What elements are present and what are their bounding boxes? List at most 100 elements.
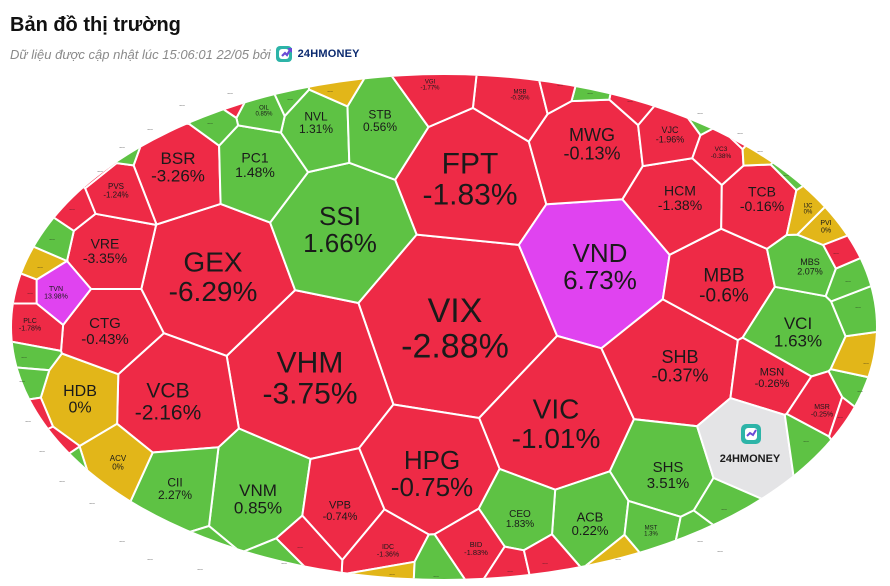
heatmap-cell-ellipsis: ... (39, 447, 45, 454)
brand-logo[interactable]: 24HMONEY (275, 44, 360, 64)
change-label: -1.83% (422, 179, 517, 212)
heatmap-cell-ellipsis: ... (147, 555, 153, 562)
change-label: 0% (68, 400, 91, 417)
change-label: 0.85% (255, 112, 273, 118)
heatmap-cell-ellipsis: ... (587, 89, 593, 96)
heatmap-cell-mst[interactable] (623, 499, 682, 585)
heatmap-cell-ellipsis: ... (281, 559, 287, 566)
heatmap-cell-ellipsis: ... (721, 505, 727, 512)
ticker-label: VJC (661, 125, 679, 135)
ticker-label: VNM (239, 481, 277, 500)
heatmap-cell-ijc[interactable] (785, 127, 890, 237)
ticker-label: MBB (703, 266, 744, 287)
ticker-label: SHB (661, 347, 698, 367)
heatmap-cell-minor[interactable] (91, 70, 173, 147)
heatmap-cell-ellipsis: ... (179, 101, 185, 108)
heatmap-cell-ellipsis: ... (69, 205, 75, 212)
ticker-label: VGI (425, 79, 436, 85)
heatmap-cell-minor[interactable] (7, 473, 132, 586)
change-label: -6.29% (169, 276, 258, 307)
ticker-label: CII (167, 476, 182, 490)
change-label: 1.83% (506, 519, 534, 530)
ticker-label: GEX (183, 247, 242, 278)
heatmap-cell-minor[interactable] (0, 264, 38, 305)
heatmap-cell-ellipsis: ... (327, 87, 333, 94)
heatmap-cell-minor[interactable] (0, 123, 97, 233)
ticker-label: STB (368, 108, 391, 122)
change-label: -0.35% (510, 96, 530, 102)
change-label: -3.26% (151, 167, 205, 186)
ticker-label: BID (470, 540, 483, 549)
heatmap-cell-ellipsis: ... (97, 167, 103, 174)
heatmap-cell-ellipsis: ... (207, 119, 213, 126)
change-label: -1.83% (464, 548, 488, 557)
heatmap-cell-ellipsis: ... (863, 359, 869, 366)
ticker-label: FPT (442, 147, 499, 180)
ticker-label: PVS (108, 182, 124, 191)
ticker-label: TCB (748, 183, 776, 199)
heatmap-cell-minor[interactable] (0, 396, 55, 453)
heatmap-cell-ellipsis: ... (433, 572, 439, 579)
heatmap-cell-minor[interactable] (783, 412, 890, 586)
change-label: 0.56% (363, 120, 397, 134)
ticker-label: IDC (382, 544, 394, 551)
heatmap-cell-ellipsis: ... (119, 537, 125, 544)
header: Bản đồ thị trường Dữ liệu được cập nhật … (10, 12, 880, 64)
heatmap-cell-minor[interactable] (0, 425, 81, 502)
change-label: -1.01% (512, 423, 601, 454)
change-label: -1.78% (19, 325, 41, 332)
ticker-label: PLC (23, 318, 37, 325)
heatmap-cell-ellipsis: ... (845, 277, 851, 284)
ticker-label: HPG (404, 445, 460, 475)
heatmap-cell-minor[interactable] (0, 445, 90, 586)
change-label: 2.07% (797, 266, 823, 276)
change-label: 1.31% (299, 122, 333, 136)
ticker-label: BSR (161, 149, 196, 168)
change-label: 0% (112, 462, 124, 471)
heatmap-cell-ellipsis: ... (627, 97, 633, 104)
ticker-label: VIC (533, 394, 580, 425)
ticker-label: PVI (820, 220, 831, 227)
change-label: -1.77% (420, 86, 440, 92)
ticker-label: VC3 (715, 146, 728, 153)
ticker-label: ACB (577, 509, 604, 524)
heatmap-cell-vgi[interactable] (385, 70, 479, 129)
heatmap-cell-minor[interactable] (12, 70, 143, 167)
heatmap-cell-minor[interactable] (21, 501, 153, 586)
logo-tile-text: 24HMONEY (720, 453, 781, 465)
heatmap-cell-minor[interactable] (716, 70, 817, 151)
brand-name: 24HMONEY (297, 48, 360, 60)
heatmap-cell-ellipsis: ... (59, 477, 65, 484)
heatmap-cell-minor[interactable] (687, 527, 880, 586)
heatmap-cell-pvi[interactable] (795, 139, 890, 247)
ticker-label: HDB (63, 383, 97, 400)
heatmap-cell-ellipsis: ... (297, 543, 303, 550)
ticker-label: HCM (664, 182, 696, 198)
ticker-label: MST (645, 525, 658, 531)
heatmap-cell-minor[interactable] (570, 70, 617, 103)
update-text: Dữ liệu được cập nhật lúc 15:06:01 22/05… (10, 46, 271, 62)
change-label: -0.74% (323, 511, 358, 523)
ticker-label: PC1 (241, 149, 268, 165)
logo-tile-brand (741, 424, 761, 444)
heatmap-cell-ellipsis: ... (833, 249, 839, 256)
heatmap-cell-ellipsis: ... (507, 567, 513, 574)
heatmap-cell-minor[interactable] (129, 70, 207, 125)
heatmap-cell-minor[interactable] (412, 533, 472, 586)
change-label: 1.66% (303, 228, 377, 258)
ticker-label: CEO (509, 509, 531, 520)
heatmap-cell-ellipsis: ... (697, 109, 703, 116)
heatmap-cell-ellipsis: ... (557, 81, 563, 88)
heatmap-cell-ellipsis: ... (783, 171, 789, 178)
change-label: -1.36% (377, 551, 399, 558)
change-label: -2.16% (135, 401, 202, 424)
ticker-label: VRE (91, 235, 120, 251)
ticker-label: VHM (277, 346, 344, 379)
heatmap-cell-ellipsis: ... (49, 235, 55, 242)
change-label: 0% (804, 210, 813, 216)
ticker-label: CTG (89, 315, 121, 332)
change-label: -2.88% (401, 327, 509, 365)
change-label: -0.43% (81, 331, 129, 348)
heatmap-cell-ellipsis: ... (27, 289, 33, 296)
heatmap-cell-ellipsis: ... (147, 125, 153, 132)
